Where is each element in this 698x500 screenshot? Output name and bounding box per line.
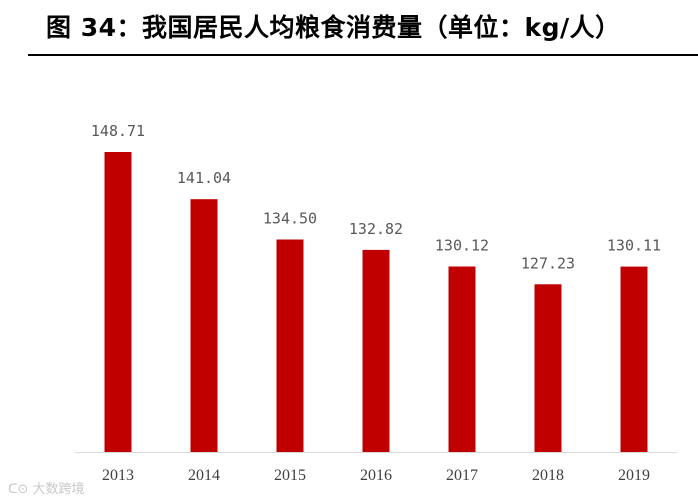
watermark-icon: ᑕ⊙: [8, 482, 29, 497]
x-tick-label-2019: 2019: [618, 467, 650, 484]
value-label-2019: 130.11: [607, 237, 661, 255]
value-label-2017: 130.12: [435, 237, 489, 255]
bar-2016: [362, 249, 390, 452]
x-tick-label-2014: 2014: [188, 467, 220, 484]
x-tick-label-2013: 2013: [102, 467, 134, 484]
bar-2013: [104, 152, 132, 452]
bar-2014: [190, 199, 218, 452]
value-label-2015: 134.50: [263, 210, 317, 228]
chart-title: 图 34：我国居民人均粮食消费量（单位：kg/人）: [46, 13, 621, 42]
value-label-2014: 141.04: [177, 169, 231, 187]
watermark: ᑕ⊙ 大数跨境: [8, 478, 85, 497]
watermark-text: 大数跨境: [32, 482, 85, 497]
title-divider: [28, 54, 698, 56]
value-label-2018: 127.23: [521, 254, 575, 272]
value-label-2016: 132.82: [349, 220, 403, 238]
bar-2017: [448, 266, 476, 452]
bar-2019: [620, 266, 648, 452]
x-tick-label-2017: 2017: [446, 467, 478, 484]
x-tick-label-2015: 2015: [274, 467, 306, 484]
bar-2015: [276, 239, 304, 452]
value-label-2013: 148.71: [91, 122, 145, 140]
x-tick-label-2016: 2016: [360, 467, 392, 484]
x-tick-label-2018: 2018: [532, 467, 564, 484]
bar-2018: [534, 284, 562, 452]
